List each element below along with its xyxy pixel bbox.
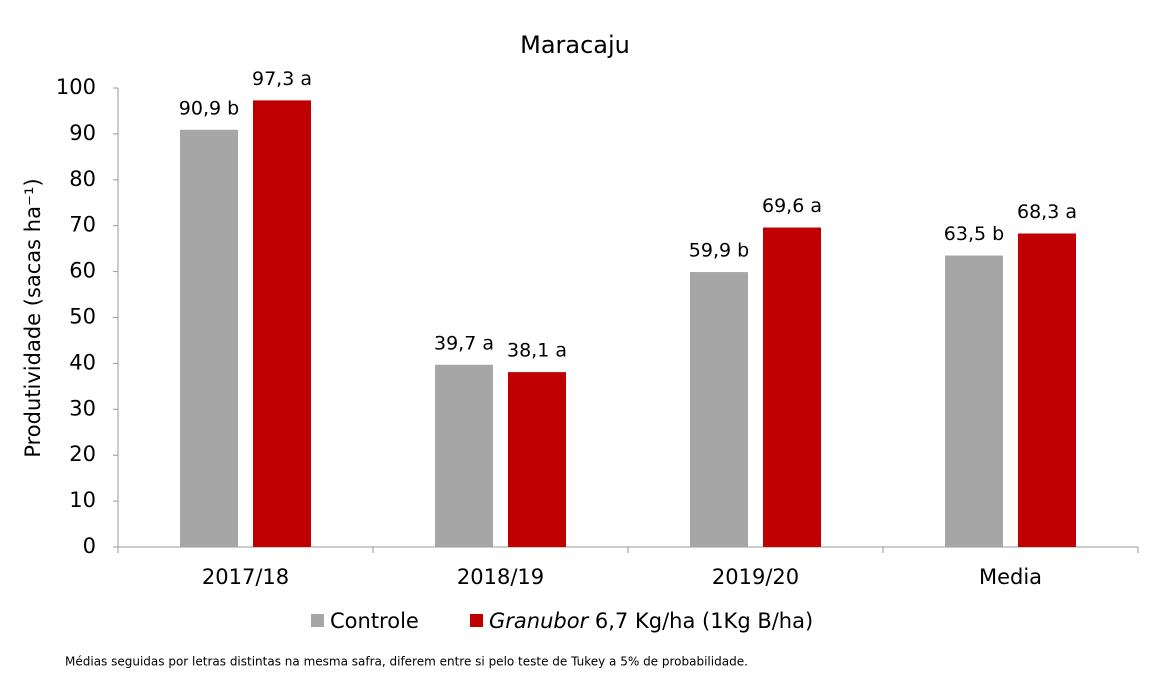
bar [253,100,311,547]
value-label: 69,6 a [762,195,822,217]
x-tick-label: Media [979,565,1042,589]
y-tick-label: 60 [69,259,96,283]
bar [763,227,821,547]
value-label: 68,3 a [1017,201,1077,223]
value-label: 38,1 a [507,340,567,362]
value-label: 63,5 b [944,223,1004,245]
bar [945,255,1003,547]
x-tick-label: 2018/19 [457,565,544,589]
y-tick-label: 40 [69,350,96,374]
y-tick-label: 0 [83,534,96,558]
y-tick-label: 30 [69,396,96,420]
y-tick-label: 80 [69,167,96,191]
legend-swatch [311,614,324,627]
y-axis-label: Produtividade (sacas ha⁻¹) [21,178,45,457]
y-tick-label: 90 [69,121,96,145]
y-tick-label: 10 [69,488,96,512]
legend-label: Controle [330,609,419,633]
value-label: 59,9 b [689,240,749,262]
bar [180,129,238,548]
legend-swatch [470,614,483,627]
footnote: Médias seguidas por letras distintas na … [65,655,748,669]
bar [435,364,493,547]
y-tick-label: 20 [69,442,96,466]
x-tick-label: 2017/18 [202,565,289,589]
y-tick-label: 50 [69,305,96,329]
bar [690,272,748,547]
bar [508,372,566,547]
legend-label: Granubor 6,7 Kg/ha (1Kg B/ha) [489,609,813,633]
bar [1018,233,1076,548]
value-label: 39,7 a [434,332,494,354]
value-label: 97,3 a [252,68,312,90]
value-label: 90,9 b [179,97,239,119]
y-tick-label: 70 [69,213,96,237]
x-tick-label: 2019/20 [712,565,799,589]
chart-title: Maracaju [520,31,630,59]
y-tick-label: 100 [56,75,96,99]
